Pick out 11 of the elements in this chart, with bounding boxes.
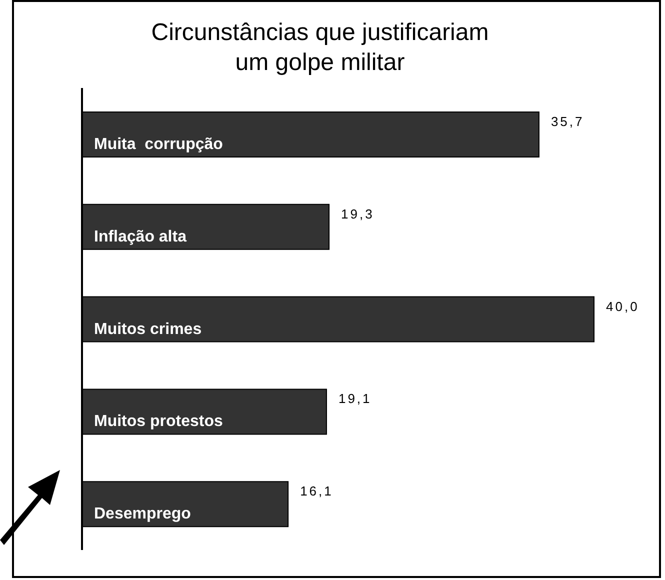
data-label: 16,1 xyxy=(300,484,334,499)
y-tick-label: Muitos protestos xyxy=(94,413,223,430)
chart-title: Circunstâncias que justificariam um golpe militar xyxy=(150,18,490,78)
data-label: 40,0 xyxy=(606,298,640,314)
data-label: 35,7 xyxy=(550,114,584,129)
data-label: 19,3 xyxy=(341,206,374,222)
data-label: 19,1 xyxy=(338,391,372,406)
y-tick-label: Inflação alta xyxy=(94,228,187,246)
y-tick-label: Muita corrupção xyxy=(94,136,224,153)
y-tick-label: Muitos crimes xyxy=(94,320,202,338)
y-tick-label: Desemprego xyxy=(94,506,192,523)
